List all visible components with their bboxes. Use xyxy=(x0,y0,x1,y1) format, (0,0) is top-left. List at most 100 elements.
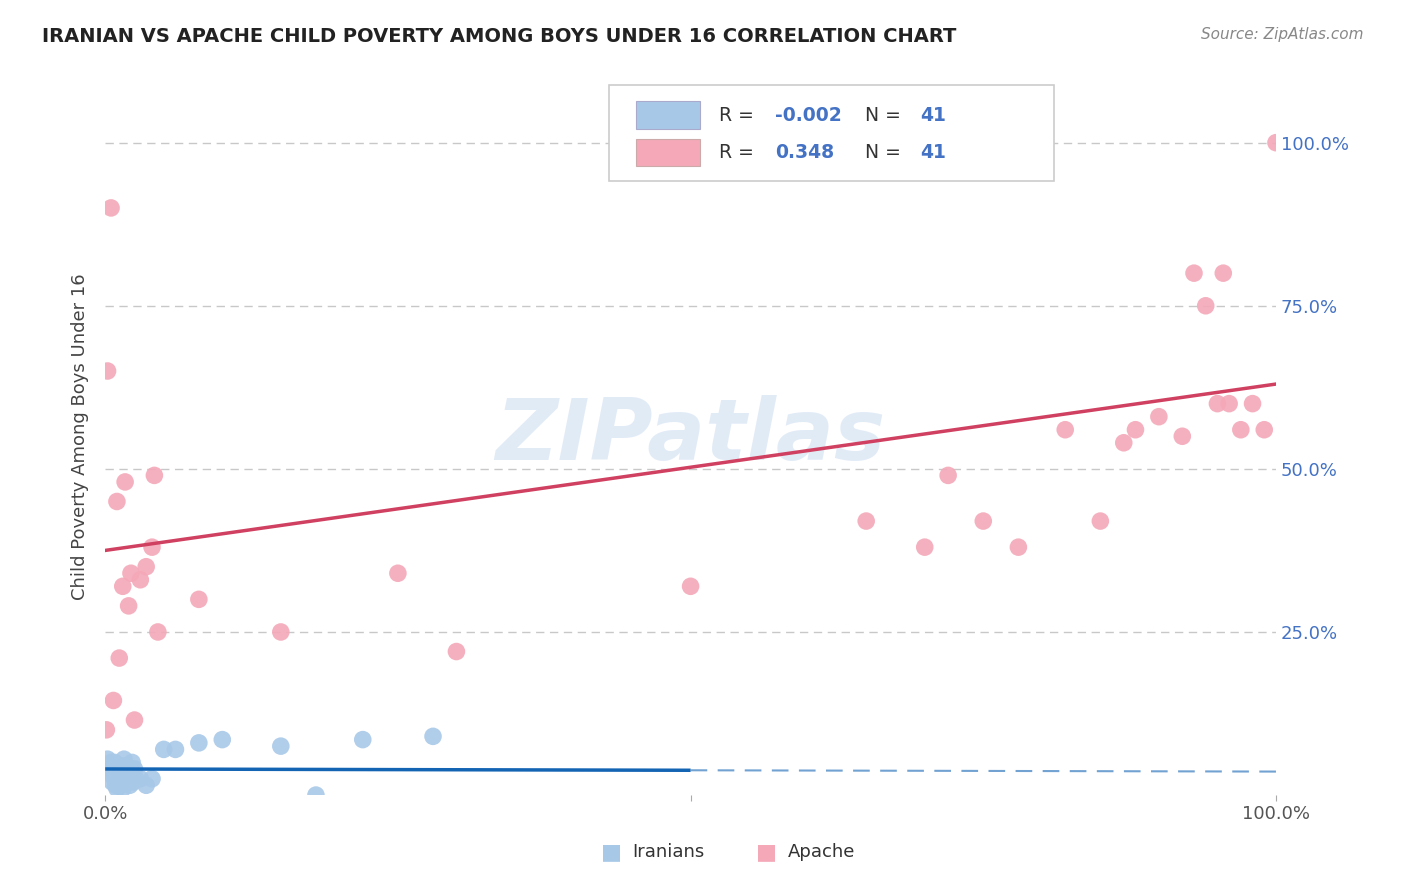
Point xyxy=(101,762,124,776)
Point xyxy=(122,775,145,789)
Point xyxy=(1230,423,1253,437)
Point xyxy=(270,739,292,753)
Point xyxy=(120,768,142,782)
Bar xyxy=(636,139,700,167)
Text: Source: ZipAtlas.com: Source: ZipAtlas.com xyxy=(1201,27,1364,42)
Point xyxy=(105,772,128,786)
Bar xyxy=(636,102,700,128)
Point xyxy=(96,364,118,378)
Point xyxy=(114,475,136,489)
Point xyxy=(1182,266,1205,280)
Text: N =: N = xyxy=(865,105,907,125)
Point xyxy=(211,732,233,747)
Point xyxy=(305,788,328,802)
Point xyxy=(100,756,122,770)
Point xyxy=(1125,423,1147,437)
Point xyxy=(914,540,936,554)
Point xyxy=(1265,136,1288,150)
Text: IRANIAN VS APACHE CHILD POVERTY AMONG BOYS UNDER 16 CORRELATION CHART: IRANIAN VS APACHE CHILD POVERTY AMONG BO… xyxy=(42,27,956,45)
Point xyxy=(98,758,121,772)
Text: 0.348: 0.348 xyxy=(775,144,834,162)
Point xyxy=(141,772,163,786)
Text: ■: ■ xyxy=(602,842,621,862)
Point xyxy=(112,752,135,766)
Point xyxy=(103,756,125,770)
Point xyxy=(1253,423,1275,437)
Point xyxy=(143,468,166,483)
Point xyxy=(1147,409,1170,424)
Text: ZIPatlas: ZIPatlas xyxy=(495,395,886,478)
Text: 41: 41 xyxy=(920,105,946,125)
Text: R =: R = xyxy=(718,105,759,125)
Point xyxy=(105,781,128,796)
Point xyxy=(96,723,118,737)
Point xyxy=(111,768,134,782)
Point xyxy=(1206,397,1229,411)
Text: R =: R = xyxy=(718,144,759,162)
Point xyxy=(103,693,125,707)
Point xyxy=(146,624,169,639)
Point xyxy=(101,775,124,789)
Text: Iranians: Iranians xyxy=(633,843,704,861)
Point xyxy=(1090,514,1112,528)
Point xyxy=(108,651,131,665)
Point xyxy=(129,772,152,786)
Point xyxy=(165,742,187,756)
Text: 41: 41 xyxy=(920,144,946,162)
Point xyxy=(104,778,127,792)
Point xyxy=(446,644,468,658)
Point xyxy=(1218,397,1240,411)
Point xyxy=(1112,435,1135,450)
Text: ■: ■ xyxy=(756,842,776,862)
Text: N =: N = xyxy=(865,144,907,162)
Point xyxy=(111,579,134,593)
Point xyxy=(97,765,120,780)
Y-axis label: Child Poverty Among Boys Under 16: Child Poverty Among Boys Under 16 xyxy=(72,273,89,599)
Point xyxy=(124,772,146,786)
Point xyxy=(108,778,131,792)
FancyBboxPatch shape xyxy=(609,85,1053,181)
Point xyxy=(1241,397,1264,411)
Point xyxy=(679,579,702,593)
Point xyxy=(1195,299,1218,313)
Point xyxy=(1171,429,1194,443)
Point xyxy=(103,772,125,786)
Point xyxy=(100,201,122,215)
Point xyxy=(105,494,128,508)
Point xyxy=(107,765,129,780)
Point xyxy=(120,566,142,581)
Point xyxy=(1007,540,1029,554)
Point xyxy=(115,758,138,772)
Point xyxy=(972,514,994,528)
Point xyxy=(352,732,374,747)
Point xyxy=(422,730,444,744)
Point xyxy=(1212,266,1234,280)
Point xyxy=(110,758,132,772)
Point xyxy=(141,540,163,554)
Text: -0.002: -0.002 xyxy=(775,105,842,125)
Point xyxy=(121,756,143,770)
Point xyxy=(135,778,157,792)
Point xyxy=(187,736,209,750)
Point xyxy=(124,713,146,727)
Point xyxy=(855,514,877,528)
Text: Apache: Apache xyxy=(787,843,855,861)
Point xyxy=(117,772,139,786)
Point xyxy=(187,592,209,607)
Point xyxy=(111,781,134,796)
Point xyxy=(117,765,139,780)
Point xyxy=(270,624,292,639)
Point xyxy=(124,762,146,776)
Point xyxy=(103,768,125,782)
Point xyxy=(117,599,139,613)
Point xyxy=(110,775,132,789)
Point xyxy=(936,468,959,483)
Point xyxy=(387,566,409,581)
Point xyxy=(129,573,152,587)
Point xyxy=(118,778,141,792)
Point xyxy=(1054,423,1077,437)
Point xyxy=(114,762,136,776)
Point xyxy=(152,742,174,756)
Point xyxy=(115,775,138,789)
Point xyxy=(96,752,118,766)
